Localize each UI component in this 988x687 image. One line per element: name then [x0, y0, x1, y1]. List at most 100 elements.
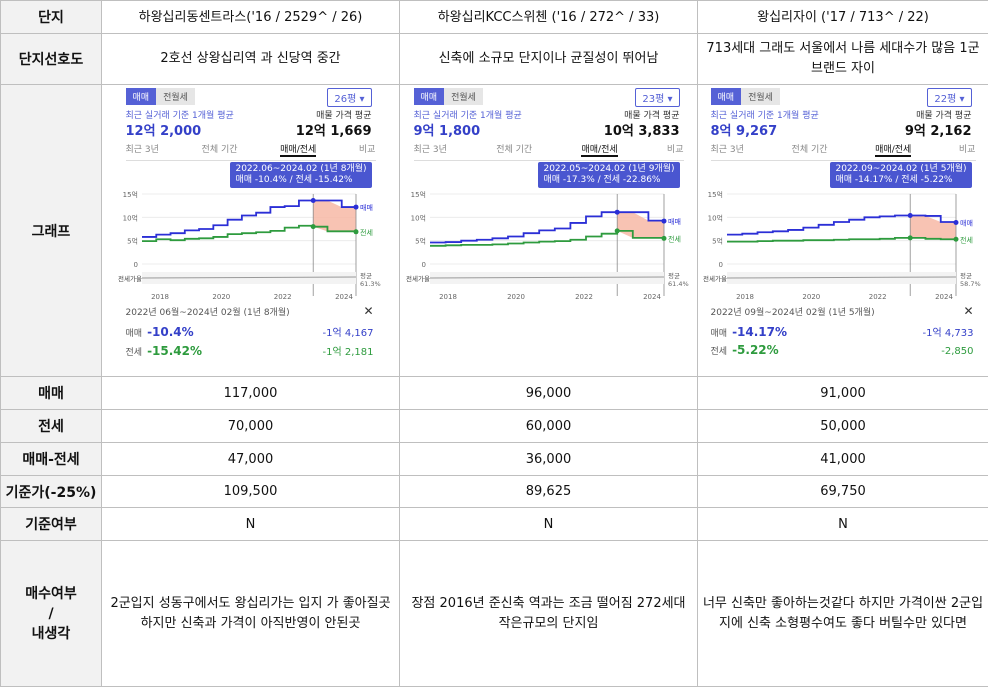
y-tick-label: 10억 — [707, 214, 722, 222]
graph-nav-item[interactable]: 최근 3년 — [126, 142, 159, 157]
complex-name-1: 하왕십리동센트라스('16 / 2529^ / 26) — [102, 1, 400, 34]
preference-1: 2호선 상왕십리역 과 신당역 중간 — [102, 34, 400, 85]
tab-lease[interactable]: 전월세 — [156, 88, 195, 105]
base-price-3: 69,750 — [698, 476, 988, 508]
lease-point — [310, 224, 315, 229]
y-tick-label: 0 — [421, 261, 425, 269]
ratio-avg-value: 58.7% — [960, 280, 981, 288]
y-tick-label: 10억 — [122, 214, 137, 222]
range-tooltip: 2022.09~2024.02 (1년 5개월)매매 -14.17% / 전세 … — [830, 162, 971, 188]
ratio-avg-value: 61.3% — [360, 280, 381, 288]
graph-nav-item[interactable]: 최근 3년 — [711, 142, 744, 157]
footer-period: 2022년 09월~2024년 02월 (1년 5개월) — [711, 305, 875, 318]
range-tooltip: 2022.06~2024.02 (1년 8개월)매매 -10.4% / 전세 -… — [230, 162, 371, 188]
maemae-2: 96,000 — [400, 377, 698, 410]
ratio-label: 전세가율 — [703, 274, 727, 283]
label-base-price: 기준가(-25%) — [1, 476, 102, 508]
x-tick-label: 2020 — [802, 293, 820, 301]
tab-lease[interactable]: 전월세 — [444, 88, 483, 105]
drop-area — [910, 215, 956, 239]
y-tick-label: 5억 — [415, 237, 426, 245]
trade-point — [907, 212, 912, 217]
label-maemae: 매매 — [1, 377, 102, 410]
ratio-avg-value: 61.4% — [668, 280, 689, 288]
x-tick-label: 2022 — [575, 293, 593, 301]
legend-lease: 전세 — [960, 235, 973, 244]
x-tick-label: 2020 — [212, 293, 230, 301]
recent-value: 12억 2,000 — [126, 120, 202, 139]
footer-lease-change: -5.22% — [732, 343, 779, 357]
trade-point — [953, 219, 958, 224]
x-tick-label: 2020 — [507, 293, 525, 301]
y-tick-label: 0 — [718, 261, 722, 269]
complex-name-3: 왕십리자이 ('17 / 713^ / 22) — [698, 1, 988, 34]
size-select[interactable]: 22평 ▾ — [927, 88, 971, 107]
graph-nav-item[interactable]: 전체 기간 — [202, 142, 238, 157]
y-tick-label: 5억 — [127, 237, 138, 245]
y-tick-label: 15억 — [410, 191, 425, 199]
base-flag-2: N — [400, 508, 698, 541]
size-select[interactable]: 23평 ▾ — [635, 88, 679, 107]
y-tick-label: 5억 — [712, 237, 723, 245]
ratio-label: 전세가율 — [118, 274, 142, 283]
label-base-flag: 기준여부 — [1, 508, 102, 541]
graph-nav-item[interactable]: 비교 — [359, 142, 376, 157]
graph-footer: 2022년 06월~2024년 02월 (1년 8개월)✕매매-10.4%-1억… — [126, 304, 374, 358]
graph-nav: 최근 3년 전체 기간 매매/전세 비교 — [126, 142, 376, 161]
footer-lease-label: 전세 — [126, 348, 143, 358]
tab-trade[interactable]: 매매 — [414, 88, 445, 105]
legend-trade: 매매 — [960, 219, 973, 227]
listing-value: 12억 1,669 — [296, 120, 372, 139]
opinion-3: 너무 신축만 좋아하는것같다 하지만 가격이싼 2군입지에 신축 소형평수여도 … — [698, 541, 988, 687]
base-flag-3: N — [698, 508, 988, 541]
label-decision-1: 매수여부 — [1, 584, 101, 604]
size-select[interactable]: 26평 ▾ — [327, 88, 371, 107]
listing-value: 9억 2,162 — [905, 120, 972, 139]
close-icon[interactable]: ✕ — [963, 304, 973, 318]
complex-name-2: 하왕십리KCC스위첸 ('16 / 272^ / 33) — [400, 1, 698, 34]
range-tooltip: 2022.05~2024.02 (1년 9개월)매매 -17.3% / 전세 -… — [538, 162, 679, 188]
footer-trade-label: 매매 — [126, 329, 143, 339]
graph-nav-item[interactable]: 최근 3년 — [414, 142, 447, 157]
tab-trade[interactable]: 매매 — [711, 88, 742, 105]
trade-point — [661, 218, 666, 223]
base-price-1: 109,500 — [102, 476, 400, 508]
graph-nav-item[interactable]: 비교 — [667, 142, 684, 157]
close-icon[interactable]: ✕ — [363, 304, 373, 318]
recent-value: 8억 9,267 — [711, 120, 778, 139]
row-jeonse: 전세 70,000 60,000 50,000 — [1, 410, 988, 443]
row-opinion: 매수여부 / 내생각 2군입지 성동구에서도 왕십리가는 입지 가 좋아질곳 하… — [1, 541, 988, 687]
y-tick-label: 15억 — [122, 191, 137, 199]
legend-trade: 매매 — [360, 204, 373, 212]
listing-value: 10억 3,833 — [604, 120, 680, 139]
graph-nav-item[interactable]: 전체 기간 — [792, 142, 828, 157]
graph-nav-item[interactable]: 매매/전세 — [581, 142, 617, 157]
x-tick-label: 2018 — [439, 293, 457, 301]
preference-3: 713세대 그래도 서울에서 나름 세대수가 많음 1군브랜드 자이 — [698, 34, 988, 85]
label-decision-3: 내생각 — [1, 624, 101, 644]
tooltip-change: 매매 -10.4% / 전세 -15.42% — [235, 175, 366, 186]
graph-footer: 2022년 09월~2024년 02월 (1년 5개월)✕매매-14.17%-1… — [711, 304, 974, 357]
graph-nav-item[interactable]: 매매/전세 — [875, 142, 911, 157]
label-gap: 매매-전세 — [1, 443, 102, 476]
tab-lease[interactable]: 전월세 — [741, 88, 780, 105]
x-tick-label: 2022 — [868, 293, 886, 301]
jeonse-1: 70,000 — [102, 410, 400, 443]
graph-nav-item[interactable]: 비교 — [959, 142, 976, 157]
jeonse-3: 50,000 — [698, 410, 988, 443]
graph-nav-item[interactable]: 매매/전세 — [280, 142, 316, 157]
label-preference: 단지선호도 — [1, 34, 102, 85]
graph-nav-item[interactable]: 전체 기간 — [496, 142, 532, 157]
legend-lease: 전세 — [360, 227, 373, 236]
trade-point — [310, 198, 315, 203]
tab-trade[interactable]: 매매 — [126, 88, 157, 105]
x-tick-label: 2024 — [643, 293, 661, 301]
